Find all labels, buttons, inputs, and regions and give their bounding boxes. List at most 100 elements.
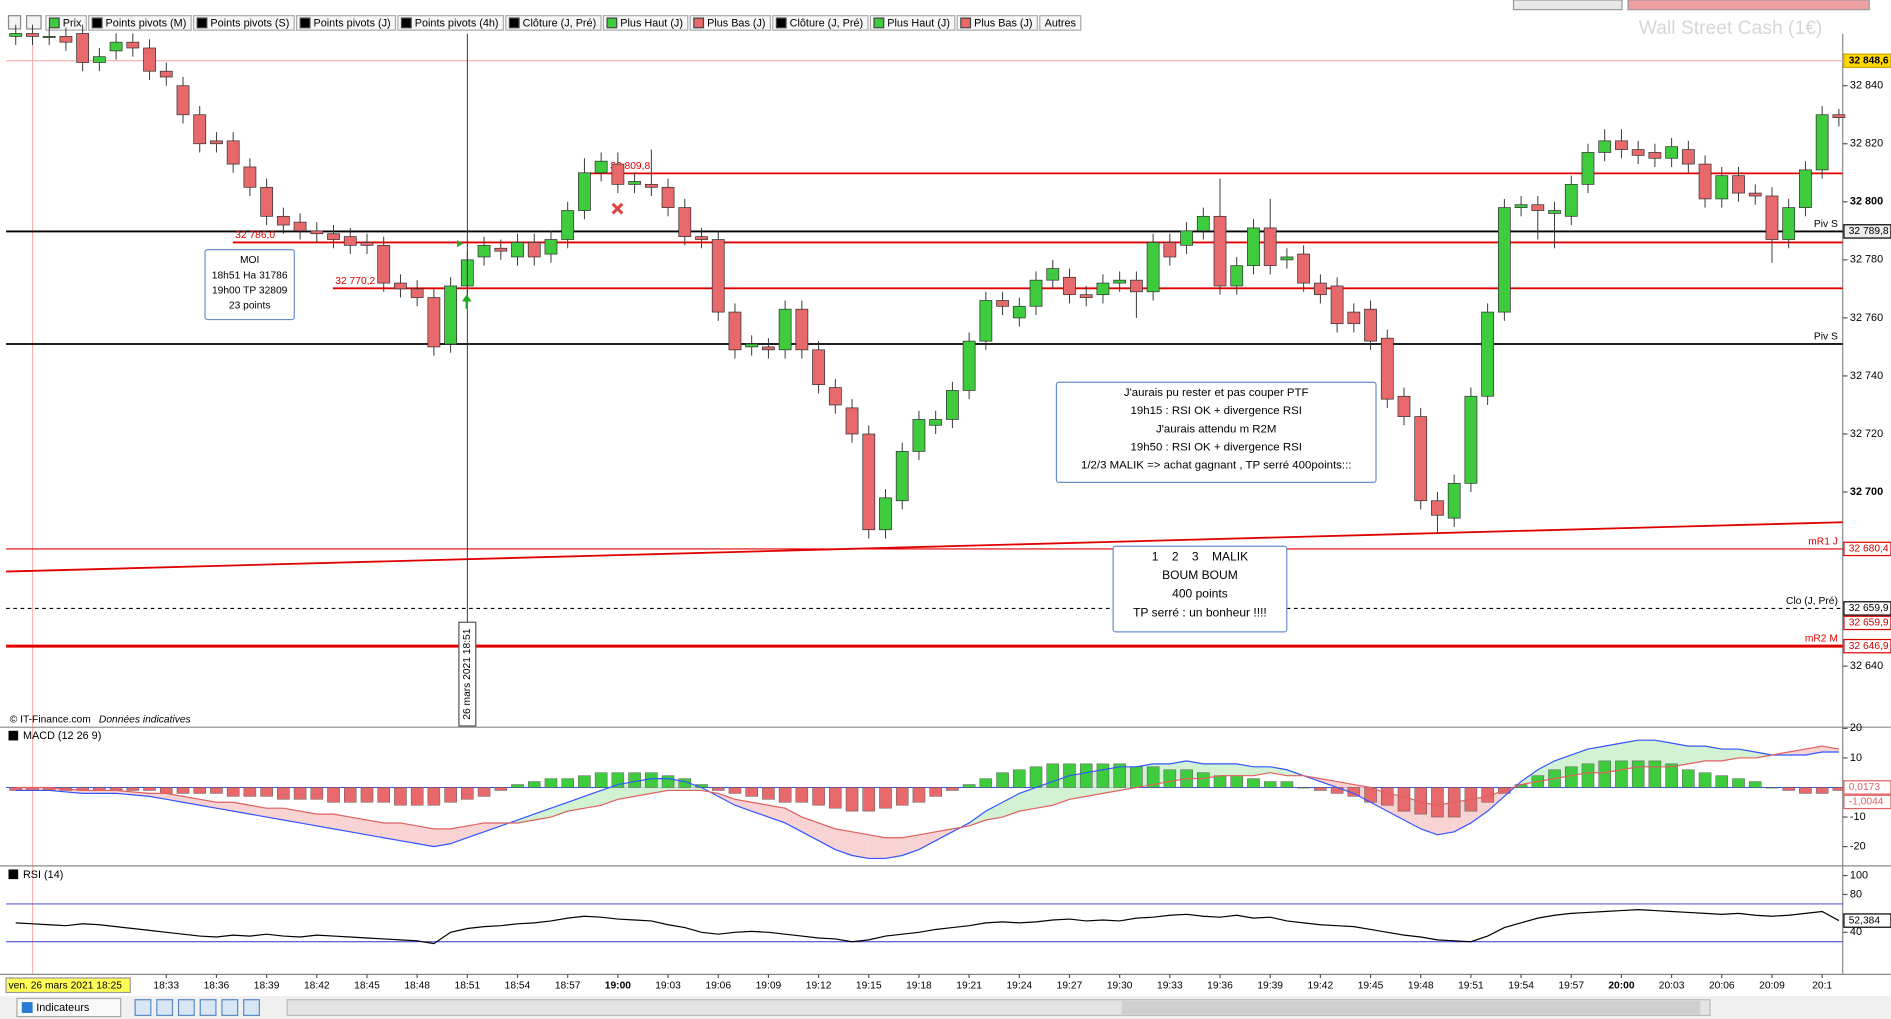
toolbar-label[interactable]: Points pivots (4h)	[415, 17, 499, 29]
x-tick-label: 20:1	[1812, 981, 1832, 992]
macd-fill	[300, 811, 317, 826]
histogram-bar	[661, 775, 675, 788]
copyright: © IT-Finance.com	[10, 715, 91, 726]
x-tick-label: 19:48	[1408, 981, 1434, 992]
candle-body	[1698, 163, 1712, 200]
tool-icon[interactable]	[177, 999, 195, 1016]
exit-marker	[611, 202, 624, 215]
annotation-text: MOI	[240, 255, 259, 266]
candle-body	[678, 207, 692, 237]
tool-icon[interactable]	[134, 999, 152, 1016]
tool-icon[interactable]	[243, 999, 260, 1016]
histogram-bar	[1381, 787, 1394, 806]
macd-fill	[266, 808, 284, 821]
histogram-bar	[1732, 778, 1745, 788]
x-tick-label: 18:54	[505, 981, 531, 992]
scroll-thumb[interactable]	[1121, 1000, 1701, 1015]
histogram-bar	[645, 772, 658, 788]
toolbar-label[interactable]: Plus Bas (J)	[707, 17, 765, 29]
toolbar-label[interactable]: Points pivots (J)	[314, 17, 391, 29]
tool-icon[interactable]	[156, 999, 174, 1016]
toolbar-button[interactable]	[602, 15, 689, 31]
toolbar-label[interactable]: Points pivots (S)	[210, 17, 289, 29]
indicators-icon	[21, 1002, 33, 1013]
toolbar-icon[interactable]	[25, 15, 42, 30]
histogram-bar	[1665, 763, 1678, 788]
tool-icon[interactable]	[199, 999, 217, 1016]
y-tick-label: 32 700	[1850, 486, 1883, 498]
y-tick-label: 80	[1850, 888, 1862, 900]
candle-body	[1330, 285, 1344, 325]
histogram-bar	[1799, 787, 1812, 794]
y-tick-label: 32 840	[1850, 80, 1883, 92]
histogram-bar	[1598, 760, 1611, 788]
macd-fill	[718, 793, 735, 806]
legend-swatch	[299, 17, 311, 29]
toolbar-button[interactable]	[1039, 15, 1082, 31]
y-tick-label: -10	[1850, 811, 1866, 823]
candle-body	[1196, 215, 1210, 232]
histogram-bar	[678, 778, 692, 788]
macd-fill	[383, 822, 401, 841]
toolbar-label[interactable]: Prix	[63, 17, 82, 29]
candle-body	[1464, 395, 1478, 484]
toolbar-label[interactable]: Clôture (J, Pré)	[523, 17, 597, 29]
candle-body	[962, 340, 976, 391]
level-label: mR2 M	[1805, 634, 1838, 645]
toolbar-button[interactable]	[192, 15, 295, 31]
macd-fill	[1671, 743, 1689, 767]
toolbar-label[interactable]: Autres	[1045, 17, 1077, 29]
macd-fill	[149, 793, 167, 800]
macd-fill	[132, 791, 150, 797]
signal-line	[15, 745, 1839, 839]
histogram-bar	[461, 787, 474, 800]
candle-body	[845, 407, 859, 435]
macd-fill	[99, 790, 117, 794]
candle-body	[1481, 311, 1495, 397]
tool-icon[interactable]	[221, 999, 239, 1016]
histogram-bar	[226, 787, 240, 797]
macd-fill	[1638, 740, 1655, 767]
candle-body	[360, 242, 374, 246]
toolbar-label[interactable]: Plus Haut (J)	[620, 17, 683, 29]
toolbar-button[interactable]	[397, 15, 504, 31]
toolbar-button[interactable]	[88, 15, 192, 31]
histogram-bar	[143, 787, 156, 791]
macd-fill	[1755, 752, 1772, 758]
toolbar-label[interactable]: Points pivots (M)	[106, 17, 187, 29]
candle-body	[293, 221, 307, 232]
histogram-bar	[494, 787, 508, 791]
toolbar-button[interactable]	[956, 15, 1038, 31]
candle-body	[745, 343, 759, 348]
x-tick-label: 18:39	[254, 981, 280, 992]
annotation-box	[204, 249, 295, 321]
candle-body	[1765, 195, 1779, 240]
indicators-label[interactable]: Indicateurs	[36, 1002, 90, 1014]
toolbar-button[interactable]	[505, 15, 602, 31]
histogram-bar	[829, 787, 842, 809]
histogram-bar	[1631, 760, 1645, 788]
toolbar-button[interactable]	[689, 15, 771, 31]
toolbar-label[interactable]: Plus Haut (J)	[887, 17, 950, 29]
candle-body	[695, 236, 708, 240]
legend-swatch	[196, 17, 208, 29]
indicators-button[interactable]	[16, 997, 122, 1018]
toolbar-button[interactable]	[869, 15, 956, 31]
x-tick-label: 18:48	[404, 981, 430, 992]
toolbar-icon[interactable]	[7, 15, 22, 30]
toolbar-label[interactable]: Plus Bas (J)	[974, 17, 1032, 29]
toolbar-button[interactable]	[296, 15, 397, 31]
histogram-bar	[1247, 778, 1260, 788]
candle-body	[394, 282, 407, 290]
toolbar-label[interactable]: Clôture (J, Pré)	[790, 17, 864, 29]
histogram-bar	[1146, 766, 1160, 788]
candle-body	[611, 163, 625, 185]
histogram-bar	[778, 787, 792, 803]
toolbar-button[interactable]	[772, 15, 869, 31]
candle-body	[1799, 169, 1812, 208]
x-tick-label: 19:24	[1006, 981, 1032, 992]
price-box-label: 32 848,6	[1849, 55, 1889, 66]
histogram-bar	[1347, 787, 1361, 797]
histogram-bar	[160, 787, 173, 794]
